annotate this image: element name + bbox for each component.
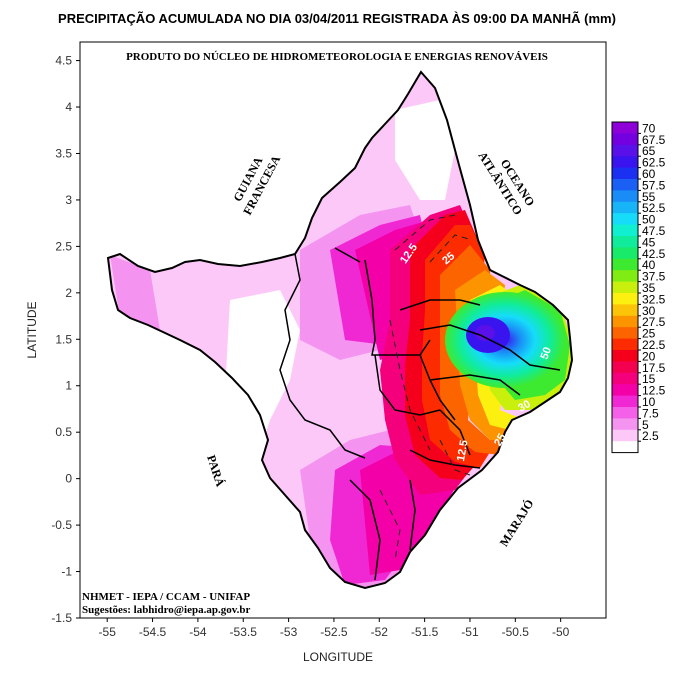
- contour-label: 12.5: [455, 439, 471, 462]
- x-tick-label: -53: [280, 625, 298, 639]
- y-tick-label: -1.5: [51, 611, 72, 625]
- legend-swatch: [612, 224, 638, 237]
- color-legend: 7067.56562.56057.55552.55047.54542.54037…: [611, 121, 666, 454]
- legend-swatch: [612, 156, 638, 168]
- contour-label: 30: [516, 398, 533, 415]
- legend-label: 65: [642, 144, 656, 158]
- y-tick-label: 0: [65, 472, 72, 486]
- legend-swatch: [612, 167, 638, 180]
- contour-label: 50: [539, 345, 554, 361]
- legend-label: 12.5: [642, 384, 666, 398]
- legend-swatch: [612, 361, 638, 374]
- legend-swatch: [612, 270, 638, 282]
- y-tick-label: 4: [65, 100, 72, 114]
- legend-label: 45: [642, 235, 656, 249]
- x-tick-label: -50.5: [502, 625, 530, 639]
- legend-swatch: [612, 133, 638, 146]
- y-tick-label: -1: [61, 565, 72, 579]
- y-tick-label: -0.5: [51, 518, 72, 532]
- legend-label: 37.5: [642, 270, 666, 284]
- y-axis: 4.5 4 3.5 3 2.5 2 1.5 1 0.5 0 -0.5 -1 -1.5: [51, 54, 80, 625]
- state-outline: [106, 70, 574, 590]
- legend-swatch: [612, 190, 638, 203]
- legend-frame: [611, 121, 639, 454]
- legend-label: 35: [642, 281, 656, 295]
- y-tick-label: 0.5: [55, 425, 72, 439]
- legend-label: 2.5: [642, 429, 659, 443]
- legend-swatch: [612, 236, 638, 248]
- x-axis: -55 -54.5 -54 -53.5 -53 -52.5 -52 -51.5 -51 -50.5…: [99, 618, 570, 639]
- legend-swatch: [612, 315, 638, 328]
- y-axis-label: LATITUDE: [25, 301, 39, 358]
- x-tick-label: -53.5: [230, 625, 258, 639]
- x-tick-label: -54.5: [139, 625, 167, 639]
- legend-label: 42.5: [642, 247, 666, 261]
- legend-label: 20: [642, 349, 656, 363]
- legend-label: 15: [642, 372, 656, 386]
- legend-swatch: [612, 281, 638, 294]
- legend-swatch: [612, 429, 638, 442]
- legend-swatch: [612, 418, 638, 431]
- x-tick-label: -55: [99, 625, 117, 639]
- credit-line-2: Sugestões: labhidro@iepa.ap.gov.br: [82, 604, 250, 616]
- legend-swatch: [612, 407, 638, 419]
- legend-swatch: [612, 304, 638, 317]
- y-tick-label: 2: [65, 286, 72, 300]
- x-tick-label: -52: [371, 625, 389, 639]
- legend-label: 70: [642, 121, 656, 135]
- x-tick-label: -52.5: [320, 625, 348, 639]
- legend-label: 17.5: [642, 361, 666, 375]
- legend-label: 62.5: [642, 156, 666, 170]
- legend-swatch: [612, 144, 638, 157]
- legend-label: 30: [642, 304, 656, 318]
- map-subtitle: PRODUTO DO NÚCLEO DE HIDROMETEOROLOGIA E…: [126, 51, 548, 63]
- y-tick-label: 3: [65, 193, 72, 207]
- legend-swatch: [612, 293, 638, 305]
- map-title: PRECIPITAÇÃO ACUMULADA NO DIA 03/04/2011…: [58, 11, 616, 26]
- legend-label: 67.5: [642, 133, 666, 147]
- legend-swatch: [612, 122, 638, 134]
- legend-label: 22.5: [642, 338, 666, 352]
- legend-swatch: [612, 213, 638, 225]
- y-tick-label: 1: [65, 379, 72, 393]
- legend-label: 7.5: [642, 406, 659, 420]
- legend-label: 55: [642, 190, 656, 204]
- legend-label: 60: [642, 167, 656, 181]
- legend-label: 10: [642, 395, 656, 409]
- x-tick-label: -54: [189, 625, 207, 639]
- y-tick-label: 3.5: [55, 146, 72, 160]
- legend-label: 27.5: [642, 315, 666, 329]
- y-tick-label: 1.5: [55, 332, 72, 346]
- legend-label: 47.5: [642, 224, 666, 238]
- legend-swatch: [612, 201, 638, 214]
- legend-label: 50: [642, 213, 656, 227]
- legend-label: 40: [642, 258, 656, 272]
- legend-swatch: [612, 441, 638, 453]
- legend-swatch: [612, 247, 638, 260]
- contour-label: 25: [492, 432, 509, 449]
- legend-swatch: [612, 338, 638, 351]
- credit-line-1: NHMET - IEPA / CCAM - UNIFAP: [82, 591, 250, 603]
- legend-label: 25: [642, 327, 656, 341]
- legend-swatch: [612, 395, 638, 408]
- x-tick-label: -50: [552, 625, 570, 639]
- legend-label: 57.5: [642, 178, 666, 192]
- legend-label: 5: [642, 418, 649, 432]
- legend-swatch: [612, 384, 638, 396]
- y-tick-label: 4.5: [55, 54, 72, 68]
- x-tick-label: -51: [461, 625, 479, 639]
- legend-swatch: [612, 350, 638, 362]
- municipal-borders: [279, 247, 561, 581]
- y-tick-label: 2.5: [55, 239, 72, 253]
- legend-swatch: [612, 372, 638, 385]
- x-tick-label: -51.5: [411, 625, 439, 639]
- legend-swatch: [612, 327, 638, 339]
- legend-label: 32.5: [642, 292, 666, 306]
- x-axis-label: LONGITUDE: [303, 650, 373, 664]
- legend-swatch: [612, 258, 638, 271]
- legend-swatch: [612, 179, 638, 191]
- contour-lines: [379, 214, 473, 561]
- legend-label: 52.5: [642, 201, 666, 215]
